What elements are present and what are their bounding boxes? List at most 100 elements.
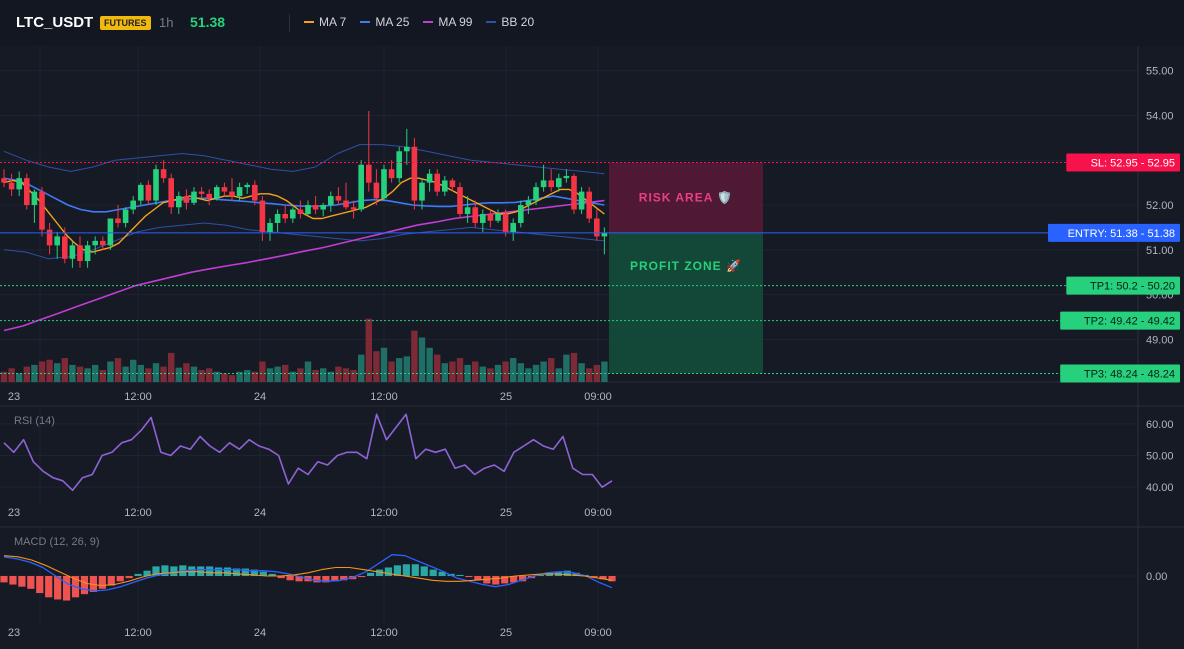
volume-bar xyxy=(563,354,570,382)
macd-signal-line xyxy=(3,555,613,587)
volume-bar xyxy=(84,368,91,382)
candle-body xyxy=(457,187,463,214)
legend-item-ma-99[interactable]: MA 99 xyxy=(423,15,472,29)
candle-body xyxy=(487,214,494,221)
level-tag-bg xyxy=(1060,364,1180,383)
macd-x-tick-label: 25 xyxy=(500,627,512,639)
legend-item-bb-20[interactable]: BB 20 xyxy=(486,15,534,29)
volume-bar xyxy=(221,373,228,382)
candle-body xyxy=(563,175,570,179)
volume-bar xyxy=(449,361,456,382)
risk-area-zone xyxy=(609,162,763,233)
macd-line xyxy=(3,554,613,592)
candle-body xyxy=(350,207,357,210)
volume-bar xyxy=(312,370,319,382)
volume-bar xyxy=(578,363,585,382)
price-x-tick-label: 24 xyxy=(254,391,266,403)
legend-swatch xyxy=(304,21,314,23)
macd-histogram-bar xyxy=(465,576,473,578)
legend-swatch xyxy=(423,21,434,23)
macd-histogram-bar xyxy=(9,576,17,585)
candle-body xyxy=(236,187,243,197)
volume-bar xyxy=(517,363,524,382)
macd-histogram-bar xyxy=(474,576,482,581)
volume-bar xyxy=(145,368,152,382)
candle-body xyxy=(366,164,372,183)
volume-bar xyxy=(396,358,403,382)
candle-body xyxy=(594,218,600,237)
candle-body xyxy=(122,209,129,223)
macd-histogram-bar xyxy=(232,568,241,576)
level-tag-text: TP3: 48.24 - 48.24 xyxy=(1084,368,1175,380)
macd-histogram-bar xyxy=(313,576,321,583)
macd-histogram-bar xyxy=(116,576,124,582)
volume-bar xyxy=(236,371,243,382)
volume-bar xyxy=(358,354,365,382)
macd-histogram-bar xyxy=(197,566,205,576)
candle-body xyxy=(312,205,319,210)
rsi-x-tick-label: 24 xyxy=(254,507,266,519)
volume-bar xyxy=(76,366,84,382)
volume-bar xyxy=(206,368,213,382)
candle-body xyxy=(198,191,205,194)
indicator-legend: MA 7 MA 25 MA 99 BB 20 xyxy=(304,15,534,29)
chart-background xyxy=(0,46,1184,649)
macd-histogram-bar xyxy=(54,576,62,600)
candle-body xyxy=(495,214,501,221)
candle-body xyxy=(518,205,524,223)
volume-bar xyxy=(289,371,296,382)
price-x-tick-label: 25 xyxy=(500,391,512,403)
header-divider xyxy=(289,14,290,32)
macd-histogram-bar xyxy=(358,576,366,578)
candle-body xyxy=(411,146,418,201)
candle-body xyxy=(601,232,608,237)
macd-histogram-bar xyxy=(331,576,339,582)
candle-body xyxy=(130,200,136,210)
volume-bar xyxy=(586,368,593,382)
bb-upper-line xyxy=(3,144,605,175)
candle-body xyxy=(586,191,592,219)
symbol-name[interactable]: LTC_USDT xyxy=(16,14,94,31)
level-tag-text: TP2: 49.42 - 49.42 xyxy=(1084,316,1175,328)
volume-bar xyxy=(228,375,236,382)
rsi-x-tick-label: 12:00 xyxy=(370,507,398,519)
volume-bar xyxy=(388,361,395,382)
candle-body xyxy=(548,180,554,188)
legend-item-ma-7[interactable]: MA 7 xyxy=(304,15,346,29)
rsi-line xyxy=(3,413,613,492)
volume-bar xyxy=(168,352,175,382)
macd-histogram-bar xyxy=(536,574,545,576)
volume-bar xyxy=(61,358,68,382)
volume-bar xyxy=(570,352,578,382)
price-tick-label: 49.00 xyxy=(1146,334,1174,346)
macd-histogram-bar xyxy=(206,566,214,576)
macd-histogram-bar xyxy=(98,576,106,589)
volume-bar xyxy=(92,364,99,382)
candle-body xyxy=(381,169,387,199)
level-tag-text: SL: 52.95 - 52.95 xyxy=(1091,157,1175,169)
candle-body xyxy=(305,205,311,214)
price-x-tick-label: 23 xyxy=(8,391,20,403)
candle-body xyxy=(62,236,68,259)
volume-bar xyxy=(107,361,114,382)
volume-bar xyxy=(251,371,258,382)
level-tag-text: TP1: 50.2 - 50.20 xyxy=(1090,281,1175,293)
macd-histogram-bar xyxy=(36,576,44,594)
candle-body xyxy=(138,184,144,201)
macd-histogram-bar xyxy=(456,574,464,576)
level-tag-text: ENTRY: 51.38 - 51.38 xyxy=(1068,228,1175,240)
candle-body xyxy=(442,180,448,192)
macd-histogram-bar xyxy=(45,576,53,598)
macd-histogram-bar xyxy=(295,576,303,582)
ma25-line xyxy=(3,177,605,213)
legend-item-ma-25[interactable]: MA 25 xyxy=(360,15,409,29)
candle-body xyxy=(502,214,509,232)
volume-bar xyxy=(152,363,160,382)
volume-bar xyxy=(320,368,327,382)
volume-bar xyxy=(297,368,304,382)
timeframe-label[interactable]: 1h xyxy=(159,15,174,30)
macd-x-tick-label: 09:00 xyxy=(584,627,612,639)
candle-body xyxy=(39,191,45,230)
macd-histogram-bar xyxy=(161,565,169,576)
